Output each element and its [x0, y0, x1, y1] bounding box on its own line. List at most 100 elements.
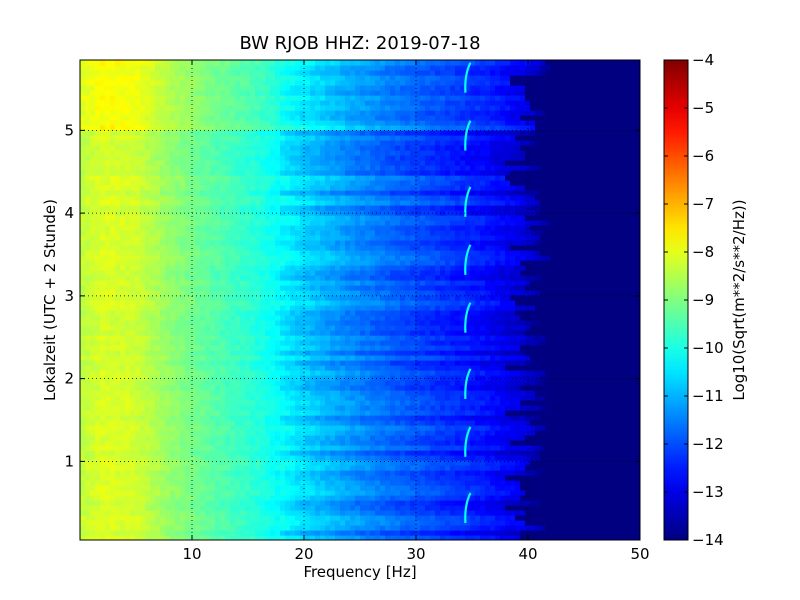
heatmap-cell: [310, 460, 316, 466]
heatmap-cell: [305, 440, 311, 446]
heatmap-cell: [275, 455, 281, 461]
heatmap-cell: [440, 510, 446, 516]
heatmap-cell: [360, 500, 366, 506]
heatmap-cell: [370, 405, 376, 411]
heatmap-cell: [115, 390, 121, 396]
heatmap-cell: [265, 355, 271, 361]
heatmap-cell: [635, 400, 640, 406]
heatmap-cell: [465, 525, 471, 531]
heatmap-cell: [350, 525, 356, 531]
heatmap-cell: [205, 530, 211, 536]
heatmap-cell: [575, 420, 581, 426]
heatmap-cell: [415, 510, 421, 516]
heatmap-cell: [85, 475, 91, 481]
heatmap-cell: [350, 500, 356, 506]
heatmap-cell: [200, 360, 206, 366]
heatmap-cell: [545, 385, 551, 391]
heatmap-cell: [435, 355, 441, 361]
heatmap-cell: [95, 505, 101, 511]
heatmap-cell: [465, 505, 471, 511]
heatmap-cell: [490, 385, 496, 391]
heatmap-cell: [535, 325, 541, 331]
heatmap-cell: [110, 330, 116, 336]
heatmap-cell: [480, 485, 486, 491]
heatmap-cell: [445, 320, 451, 326]
heatmap-cell: [160, 525, 166, 531]
heatmap-cell: [290, 395, 296, 401]
heatmap-cell: [490, 330, 496, 336]
heatmap-cell: [550, 320, 556, 326]
heatmap-cell: [85, 525, 91, 531]
heatmap-cell: [350, 445, 356, 451]
heatmap-cell: [220, 455, 226, 461]
heatmap-cell: [405, 355, 411, 361]
heatmap-cell: [230, 520, 236, 526]
heatmap-cell: [545, 390, 551, 396]
heatmap-cell: [265, 390, 271, 396]
heatmap-cell: [630, 335, 636, 341]
heatmap-cell: [350, 340, 356, 346]
heatmap-cell: [160, 445, 166, 451]
heatmap-cell: [255, 410, 261, 416]
heatmap-cell: [440, 355, 446, 361]
heatmap-cell: [110, 460, 116, 466]
heatmap-cell: [140, 370, 146, 376]
heatmap-cell: [230, 445, 236, 451]
heatmap-cell: [225, 335, 231, 341]
heatmap-cell: [315, 420, 321, 426]
heatmap-cell: [210, 420, 216, 426]
heatmap-cell: [520, 340, 526, 346]
heatmap-cell: [490, 535, 496, 540]
heatmap-cell: [85, 535, 91, 540]
heatmap-cell: [525, 420, 531, 426]
heatmap-cell: [585, 350, 591, 356]
heatmap-cell: [615, 330, 621, 336]
heatmap-cell: [225, 370, 231, 376]
heatmap-cell: [260, 370, 266, 376]
heatmap-cell: [590, 325, 596, 331]
heatmap-cell: [185, 440, 191, 446]
heatmap-cell: [545, 485, 551, 491]
heatmap-cell: [485, 365, 491, 371]
heatmap-cell: [230, 365, 236, 371]
heatmap-cell: [95, 475, 101, 481]
heatmap-cell: [335, 450, 341, 456]
heatmap-cell: [600, 420, 606, 426]
heatmap-cell: [250, 320, 256, 326]
heatmap-cell: [90, 430, 96, 436]
heatmap-cell: [520, 470, 526, 476]
heatmap-cell: [510, 450, 516, 456]
heatmap-cell: [175, 390, 181, 396]
heatmap-cell: [630, 435, 636, 441]
heatmap-cell: [190, 465, 196, 471]
heatmap-cell: [565, 360, 571, 366]
heatmap-cell: [275, 425, 281, 431]
heatmap-cell: [400, 355, 406, 361]
heatmap-cell: [120, 470, 126, 476]
heatmap-cell: [215, 435, 221, 441]
heatmap-cell: [125, 370, 131, 376]
heatmap-cell: [580, 495, 586, 501]
heatmap-cell: [560, 495, 566, 501]
heatmap-cell: [170, 425, 176, 431]
heatmap-cell: [175, 485, 181, 491]
heatmap-cell: [285, 495, 291, 501]
heatmap-cell: [585, 440, 591, 446]
heatmap-cell: [315, 355, 321, 361]
heatmap-cell: [340, 400, 346, 406]
heatmap-cell: [305, 390, 311, 396]
heatmap-cell: [100, 430, 106, 436]
heatmap-cell: [180, 370, 186, 376]
heatmap-cell: [490, 420, 496, 426]
heatmap-cell: [155, 530, 161, 536]
heatmap-cell: [350, 385, 356, 391]
heatmap-cell: [85, 430, 91, 436]
heatmap-cell: [275, 395, 281, 401]
heatmap-cell: [500, 530, 506, 536]
heatmap-cell: [540, 355, 546, 361]
heatmap-cell: [535, 360, 541, 366]
heatmap-cell: [525, 385, 531, 391]
heatmap-cell: [180, 440, 186, 446]
heatmap-cell: [130, 345, 136, 351]
heatmap-cell: [430, 390, 436, 396]
